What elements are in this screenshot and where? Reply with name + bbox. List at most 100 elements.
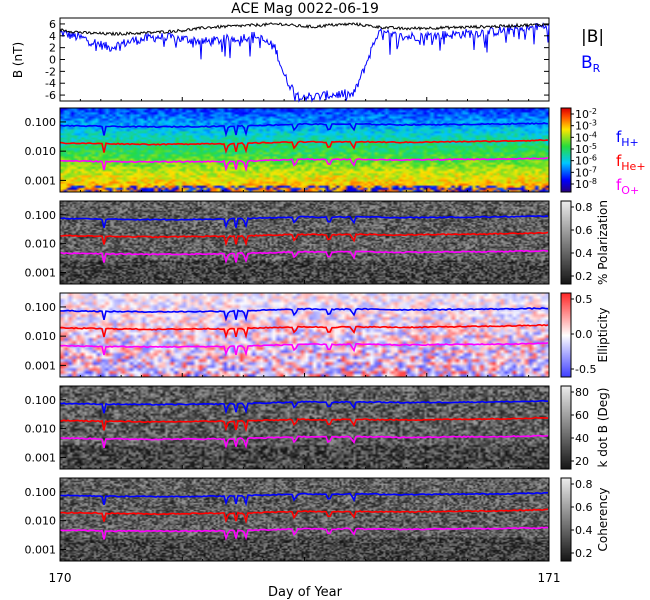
gyro-line-h: [60, 307, 549, 322]
colorbar-tick-label: 0.0: [575, 328, 593, 341]
gyro-line-o: [59, 249, 549, 265]
freq-tick-label: 0.100: [25, 209, 57, 222]
legend-b-magnitude: |B|: [581, 27, 604, 47]
series-line-b-magnitude: [59, 21, 550, 37]
colorbar-tick-label: -0.5: [575, 363, 596, 376]
gyro-line-h: [59, 399, 548, 415]
series-line-br: [59, 21, 550, 103]
power-spectrum-spectrogram: [60, 108, 549, 192]
colorbar-tick-label: 60: [575, 409, 589, 422]
spectral-panels: 0.1000.0100.00110-210-310-410-510-610-71…: [25, 107, 611, 562]
power-spectrum-panel: 0.1000.0100.00110-210-310-410-510-610-71…: [25, 107, 597, 193]
polarization-colorbar: [561, 201, 571, 284]
power-spectrum-colorbar: [561, 108, 571, 192]
b-y-tick-label: 4: [49, 30, 56, 43]
legend-fo: fO+: [616, 176, 639, 197]
x-tick-label-end: 171: [538, 571, 561, 585]
gyro-line-he: [59, 508, 549, 525]
colorbar-tick-label: 0.6: [575, 224, 593, 237]
ellipticity-colorbar-label: Ellipticity: [596, 308, 610, 363]
magnetic-field-legend: |B| BR: [581, 27, 604, 75]
colorbar-tick-label: 0.4: [575, 524, 593, 537]
b-y-tick-label: 2: [49, 42, 56, 55]
chart-title: ACE Mag 0022-06-19: [231, 1, 379, 17]
coherency-spectrogram: [60, 478, 549, 561]
legend-br-sub: R: [593, 62, 601, 75]
freq-tick-label: 0.001: [25, 544, 57, 557]
legend-fh: fH+: [616, 128, 639, 149]
colorbar-tick-exponent: -3: [589, 119, 597, 128]
k-dot-b-colorbar-frame: [560, 385, 572, 470]
legend-fo-main: f: [616, 176, 622, 194]
colorbar-tick-exponent: -7: [589, 165, 597, 174]
ellipticity-spectrogram: [60, 293, 549, 377]
k-dot-b-panel: 0.100 0.010 0.001 80 60 40 20 k dot B (Deg): [25, 385, 610, 470]
freq-tick-label: 0.010: [25, 330, 57, 343]
colorbar-tick-label: 0.6: [575, 501, 593, 514]
legend-fo-sub: O+: [621, 184, 639, 197]
b-y-tick-label: -4: [45, 77, 56, 90]
freq-tick-label: 0.001: [25, 174, 57, 187]
b-y-axis-label: B (nT): [11, 42, 25, 78]
legend-br-main: B: [581, 53, 593, 73]
colorbar-tick-label: 10-8: [575, 177, 597, 191]
colorbar-tick-label: 20: [575, 455, 589, 468]
b-y-tick-label: -2: [45, 65, 56, 78]
colorbar-tick-label: 40: [575, 432, 589, 445]
gyrofrequency-legend: fH+ fHe+ fO+: [616, 128, 646, 197]
colorbar-tick-exponent: -2: [589, 107, 597, 116]
gyro-line-h: [59, 122, 549, 138]
colorbar-tick-exponent: -6: [589, 154, 597, 163]
magnetic-field-frame: [59, 17, 550, 102]
colorbar-tick-exponent: -8: [589, 177, 597, 186]
freq-tick-label: 0.100: [25, 116, 57, 129]
colorbar-tick-label: 80: [575, 386, 589, 399]
freq-tick-label: 0.100: [25, 394, 57, 407]
x-tick-label-start: 170: [49, 571, 72, 585]
k-dot-b-colorbar: [561, 386, 571, 469]
ellipticity-colorbar: [561, 293, 571, 377]
coherency-colorbar-label: Coherency: [596, 487, 610, 551]
colorbar-tick-label: 0.5: [575, 293, 593, 306]
b-y-tick-label: 0: [49, 54, 56, 67]
k-dot-b-spectrogram: [60, 386, 549, 469]
freq-tick-label: 0.010: [25, 515, 57, 528]
polarization-panel: 0.100 0.010 0.001 0.8 0.6 0.4 0.2% Polarizatio…: [25, 200, 611, 285]
b-y-tick-label: -6: [45, 89, 56, 102]
gyro-line-h: [59, 215, 549, 229]
gyro-line-he: [59, 416, 549, 433]
legend-fhe-sub: He+: [621, 160, 645, 173]
colorbar-tick-label: 0.8: [575, 201, 593, 214]
legend-fh-main: f: [616, 128, 622, 146]
power-spectrum-colorbar-frame: [560, 107, 572, 193]
colorbar-tick-label: 0.4: [575, 247, 593, 260]
colorbar-tick-label: 0.8: [575, 478, 593, 491]
legend-fhe: fHe+: [616, 152, 646, 173]
freq-tick-label: 0.010: [25, 238, 57, 251]
freq-tick-label: 0.100: [25, 486, 57, 499]
ellipticity-colorbar-frame: [560, 292, 572, 378]
polarization-colorbar-label: % Polarization: [596, 200, 610, 285]
colorbar-tick-exponent: -5: [589, 142, 597, 151]
freq-tick-label: 0.010: [25, 423, 57, 436]
gyro-line-he: [59, 231, 549, 247]
k-dot-b-colorbar-label: k dot B (Deg): [596, 388, 610, 468]
gyro-line-he: [59, 323, 549, 339]
coherency-colorbar: [561, 478, 571, 561]
colorbar-tick-exponent: -4: [589, 130, 597, 139]
polarization-spectrogram: [60, 201, 549, 284]
freq-tick-label: 0.100: [25, 301, 57, 314]
colorbar-tick-label: 0.2: [575, 547, 593, 560]
gyro-line-h: [59, 491, 549, 507]
freq-tick-label: 0.001: [25, 267, 57, 280]
gyro-line-he: [59, 138, 549, 155]
freq-tick-label: 0.001: [25, 452, 57, 465]
b-y-tick-label: 6: [49, 18, 56, 31]
gyro-line-o: [59, 157, 549, 173]
legend-fhe-main: f: [616, 152, 622, 170]
coherency-colorbar-frame: [560, 477, 572, 562]
freq-tick-label: 0.001: [25, 359, 57, 372]
